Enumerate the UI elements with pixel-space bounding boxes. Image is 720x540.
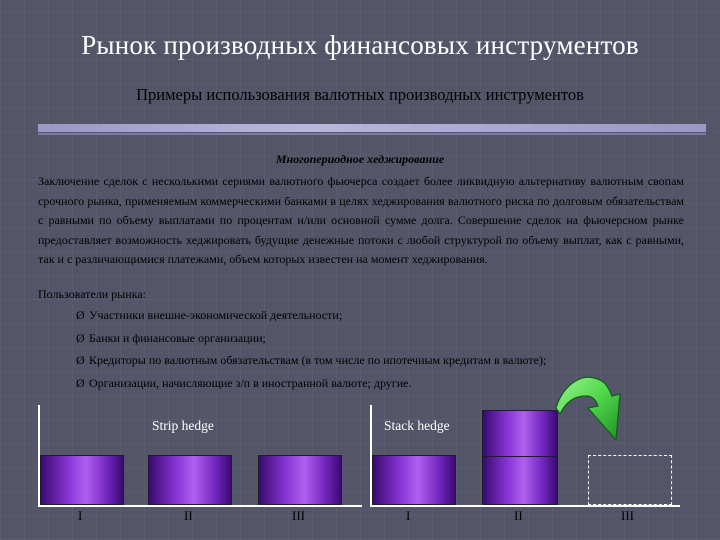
strip-bar-period-1: [40, 455, 124, 505]
section-heading: Многопериодное хеджирование: [275, 152, 445, 166]
strip-period-label-1: I: [78, 508, 83, 523]
bullet-arrow-icon: Ø: [76, 330, 85, 345]
strip-bar-period-2: [148, 455, 232, 505]
list-item-text: Участники внешне-экономической деятельно…: [89, 308, 343, 322]
users-list: Ø Участники внешне-экономической деятельн…: [76, 307, 546, 397]
body-paragraph: Заключение сделок с несколькими сериями …: [38, 174, 684, 266]
stack-empty-period-3: [588, 455, 672, 505]
list-item-text: Банки и финансовые организации;: [89, 330, 266, 345]
list-item-text: Кредиторы по валютным обязательствам (в …: [89, 353, 547, 367]
stack-period-label-1: I: [406, 508, 411, 523]
bullet-arrow-icon: Ø: [76, 353, 85, 367]
curved-arrow-icon: [555, 376, 621, 442]
strip-period-label-2: II: [184, 508, 193, 523]
stack-period-label-3: III: [621, 508, 634, 523]
stack-y-axis: [370, 405, 372, 507]
strip-hedge-label: Strip hedge: [152, 418, 214, 433]
bullet-arrow-icon: Ø: [76, 308, 85, 322]
list-item: Ø Банки и финансовые организации;: [76, 330, 546, 353]
stack-x-axis: [370, 505, 680, 507]
stack-hedge-label: Stack hedge: [384, 418, 450, 433]
users-label: Пользователи рынка:: [38, 287, 146, 301]
bullet-arrow-icon: Ø: [76, 375, 85, 390]
title-divider-shadow: [38, 133, 706, 135]
strip-period-label-3: III: [292, 508, 305, 523]
list-item: Ø Участники внешне-экономической деятельн…: [76, 307, 546, 330]
stack-bar-period-2: [482, 410, 558, 505]
slide-subtitle: Примеры использования валютных производн…: [136, 85, 584, 104]
list-item: Ø Организации, начисляющие з/п в иностран…: [76, 375, 546, 398]
stack-bar-period-1: [372, 455, 456, 505]
title-divider: [38, 124, 706, 132]
strip-x-axis: [38, 505, 362, 507]
stack-period-label-2: II: [514, 508, 523, 523]
stack-bar-divider: [483, 456, 557, 457]
list-item-text: Организации, начисляющие з/п в иностранн…: [89, 375, 412, 390]
strip-bar-period-3: [258, 455, 342, 505]
list-item: Ø Кредиторы по валютным обязательствам (в…: [76, 352, 546, 375]
strip-y-axis: [38, 405, 40, 507]
slide-title: Рынок производных финансовых инструменто…: [81, 30, 639, 60]
